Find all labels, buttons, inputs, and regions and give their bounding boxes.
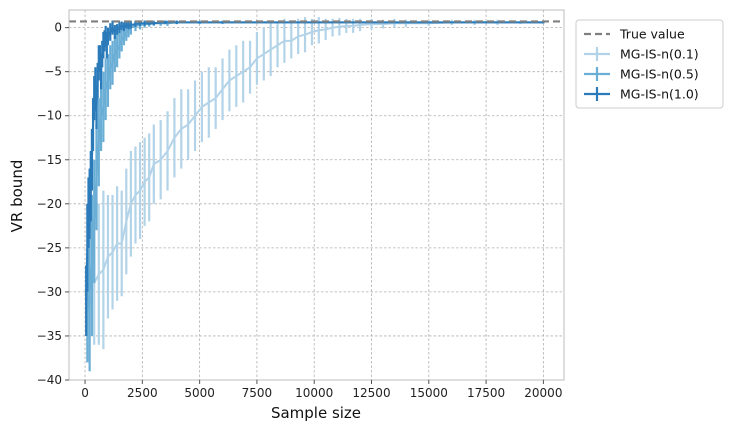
legend-item: MG-IS-n(1.0) (584, 87, 699, 102)
y-tick-label: 0 (54, 21, 62, 35)
legend-label: MG-IS-n(1.0) (620, 87, 699, 102)
x-tick-label: 20000 (524, 386, 562, 400)
x-axis-label: Sample size (271, 404, 361, 422)
y-tick-label: −15 (37, 153, 62, 167)
legend-item: MG-IS-n(0.1) (584, 47, 699, 62)
x-tick-label: 7500 (242, 386, 273, 400)
y-tick-label: −25 (37, 241, 62, 255)
y-tick-label: −40 (37, 373, 62, 387)
x-tick-label: 2500 (127, 386, 158, 400)
y-axis: 0 −5 −10 −15 −20 −25 −30 −35 −40 (37, 21, 69, 387)
x-tick-label: 15000 (410, 386, 448, 400)
legend-item: True value (584, 27, 685, 42)
y-axis-label: VR bound (8, 160, 26, 233)
y-tick-label: −35 (37, 329, 62, 343)
legend-frame (575, 19, 724, 109)
series-layer (69, 17, 564, 372)
series-MG-IS-n(0.1) (88, 17, 545, 350)
grid (69, 10, 564, 381)
legend-item: MG-IS-n(0.5) (584, 67, 699, 82)
y-tick-label: −5 (44, 65, 62, 79)
legend: True value MG-IS-n(0.1) MG-IS-n(0.5) MG-IS-… (575, 19, 724, 109)
x-tick-label: 12500 (352, 386, 390, 400)
y-tick-label: −10 (37, 109, 62, 123)
plot-frame (68, 9, 565, 381)
series-line (88, 21, 544, 306)
x-tick-label: 5000 (184, 386, 215, 400)
legend-label: MG-IS-n(0.5) (620, 67, 699, 82)
legend-label: True value (619, 27, 685, 42)
x-axis: 0 2500 5000 7500 10000 12500 15000 17500 20000 (81, 380, 562, 400)
y-tick-label: −20 (37, 197, 62, 211)
legend-label: MG-IS-n(0.1) (620, 47, 699, 62)
x-tick-label: 17500 (467, 386, 505, 400)
x-tick-label: 10000 (295, 386, 333, 400)
y-tick-label: −30 (37, 285, 62, 299)
x-tick-label: 0 (81, 386, 89, 400)
